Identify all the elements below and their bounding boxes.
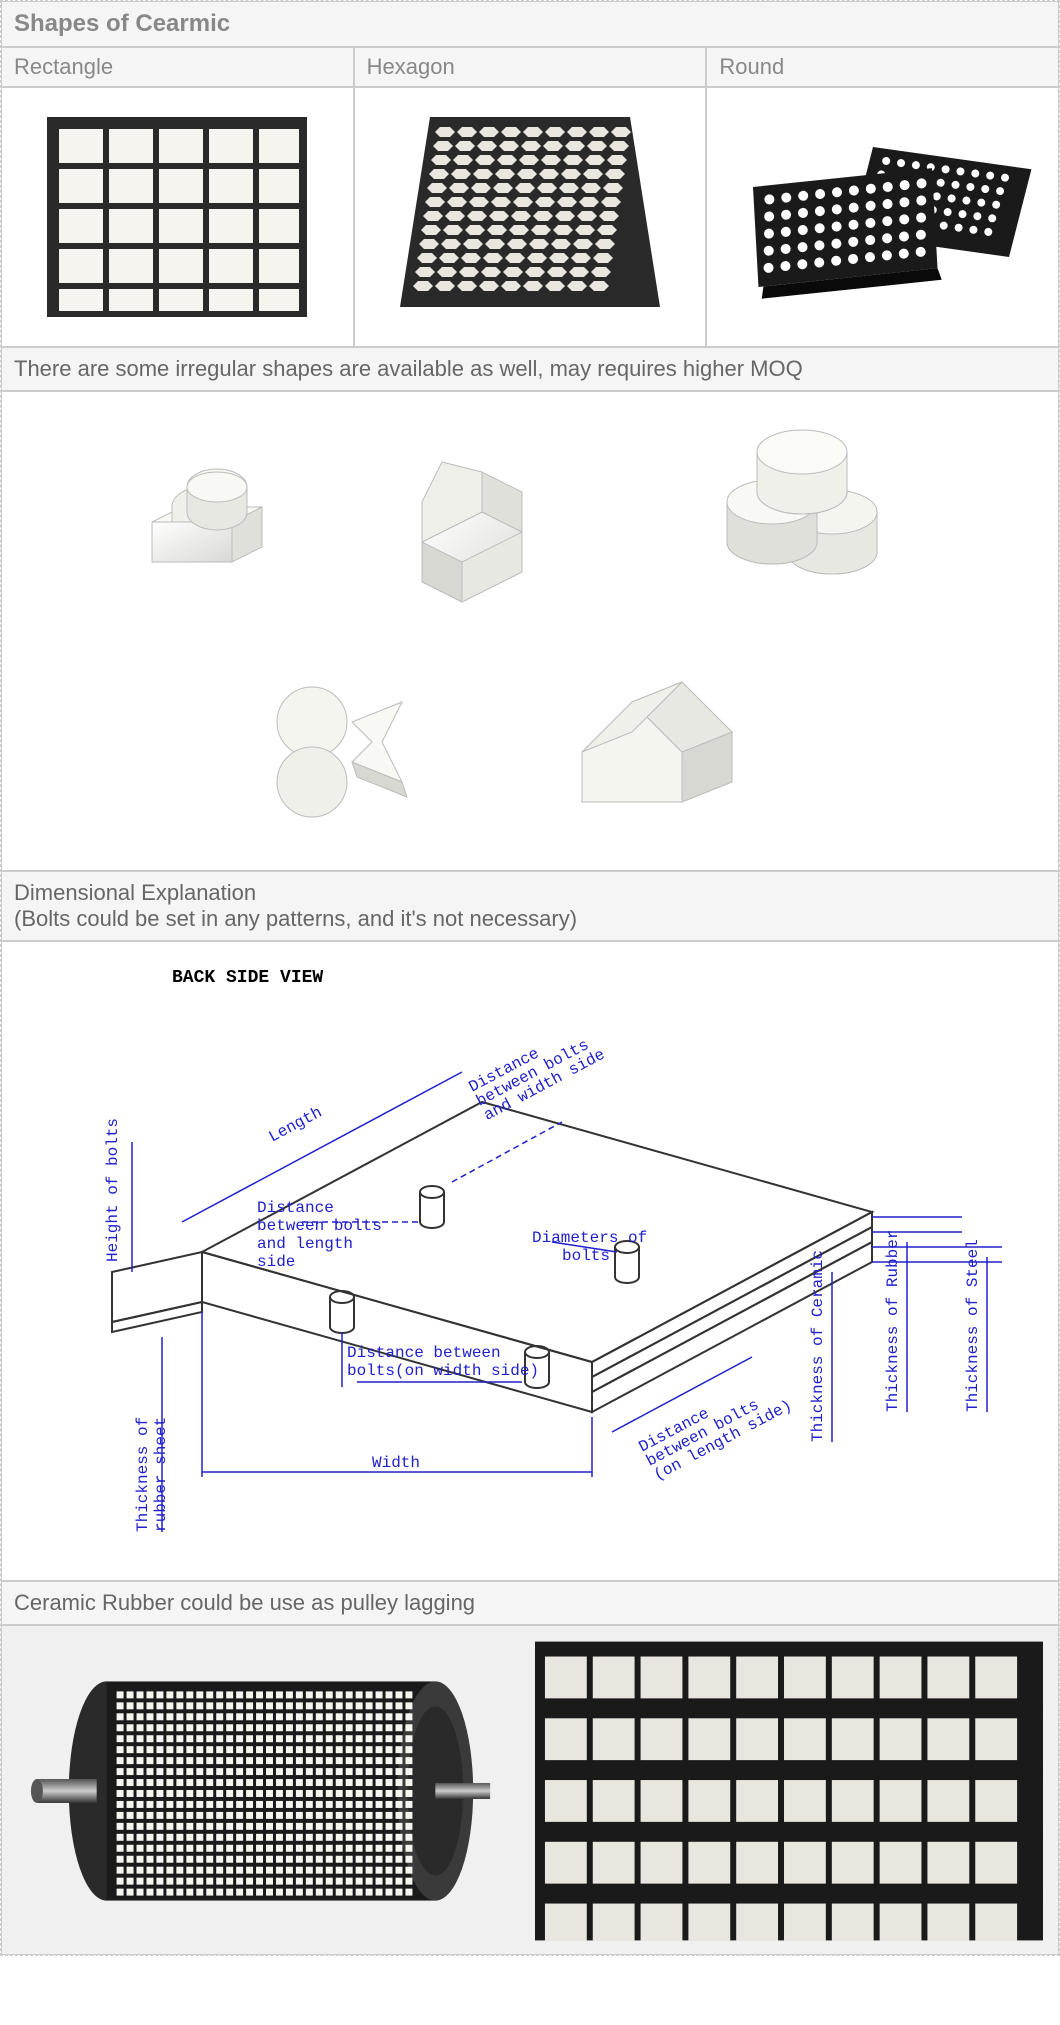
svg-text:Height of bolts: Height of bolts	[104, 1118, 122, 1262]
pulley-flat-image	[535, 1641, 1043, 1941]
svg-text:Length: Length	[266, 1103, 325, 1146]
svg-text:Thickness of Rubber: Thickness of Rubber	[884, 1230, 902, 1412]
svg-text:Diameters ofbolts: Diameters ofbolts	[532, 1229, 647, 1265]
col-round: Round	[706, 47, 1059, 87]
svg-text:Thickness ofrubber sheet: Thickness ofrubber sheet	[134, 1417, 170, 1532]
rectangle-sample	[1, 87, 354, 347]
svg-text:Thickness of Steel: Thickness of Steel	[964, 1239, 982, 1412]
round-sample	[706, 87, 1059, 347]
irregular-note: There are some irregular shapes are avai…	[1, 347, 1059, 391]
back-side-view-label: BACK SIDE VIEW	[172, 968, 323, 988]
shape-images-row	[1, 87, 1059, 347]
irregular-shapes-panel	[1, 391, 1059, 871]
pulley-note: Ceramic Rubber could be use as pulley la…	[1, 1581, 1059, 1625]
dimensional-diagram: BACK SIDE VIEW	[1, 941, 1059, 1581]
svg-text:Distancebetween boltsand lengt: Distancebetween boltsand lengthside	[257, 1199, 382, 1271]
main-title: Shapes of Cearmic	[1, 1, 1059, 47]
svg-text:Width: Width	[372, 1454, 420, 1472]
svg-text:Distance betweenbolts(on width: Distance betweenbolts(on width side)	[347, 1344, 539, 1380]
svg-text:Distancebetween bolts(on lengt: Distancebetween bolts(on length side)	[636, 1368, 795, 1484]
product-spec-container: Shapes of Cearmic Rectangle Hexagon Roun…	[0, 0, 1060, 1956]
dimensional-subtitle: (Bolts could be set in any patterns, and…	[14, 906, 577, 931]
dimensional-header: Dimensional Explanation (Bolts could be …	[1, 871, 1059, 941]
svg-text:Distancebetween boltsand width: Distancebetween boltsand width side	[466, 1017, 608, 1124]
shape-headers-row: Rectangle Hexagon Round	[1, 47, 1059, 87]
pulley-roller-image	[17, 1641, 515, 1941]
dimensional-title: Dimensional Explanation	[14, 880, 256, 905]
svg-text:Thickness of Ceramic: Thickness of Ceramic	[809, 1250, 827, 1442]
hexagon-sample	[354, 87, 707, 347]
col-hexagon: Hexagon	[354, 47, 707, 87]
col-rectangle: Rectangle	[1, 47, 354, 87]
pulley-lagging-panel	[1, 1625, 1059, 1955]
